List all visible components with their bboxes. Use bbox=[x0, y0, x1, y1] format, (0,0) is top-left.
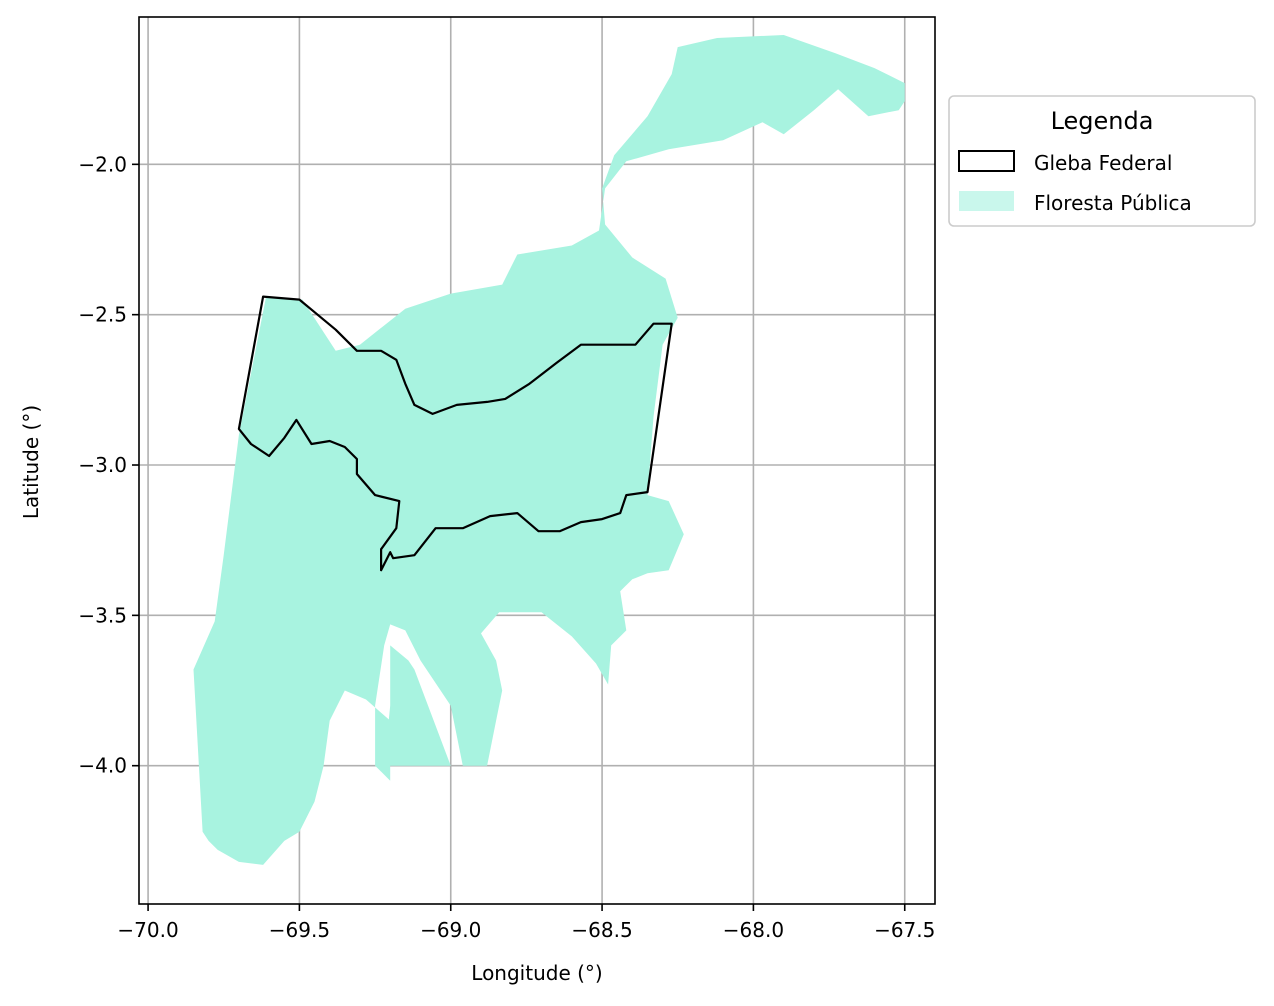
legend-swatch-gleba-federal bbox=[958, 150, 1015, 172]
gleba-federal-boundary-0 bbox=[237, 295, 673, 572]
axis-ticks: −70.0 −69.5 −69.0 −68.5 −68.0 −67.5 −2.0 −2.5 −3… bbox=[78, 152, 935, 942]
y-tick-label-2: −3.0 bbox=[78, 453, 127, 477]
floresta-publica-polygon-1 bbox=[384, 645, 451, 766]
legend-label-floresta-publica: Floresta Pública bbox=[1034, 191, 1192, 215]
y-tick-label-0: −2.0 bbox=[78, 152, 127, 176]
x-tick-label-0: −70.0 bbox=[117, 918, 178, 942]
legend-swatch-floresta-publica bbox=[959, 191, 1014, 211]
x-tick-label-1: −69.5 bbox=[269, 918, 330, 942]
x-tick-label-2: −69.0 bbox=[420, 918, 481, 942]
x-tick-label-4: −68.0 bbox=[723, 918, 784, 942]
legend-label-gleba-federal: Gleba Federal bbox=[1034, 151, 1172, 175]
y-tick-label-3: −3.5 bbox=[78, 603, 127, 627]
x-axis-label: Longitude (°) bbox=[471, 961, 602, 985]
floresta-publica-polygon-0 bbox=[193, 35, 905, 865]
x-tick-label-3: −68.5 bbox=[571, 918, 632, 942]
x-tick-label-5: −67.5 bbox=[874, 918, 935, 942]
map-layers bbox=[193, 35, 905, 865]
legend-frame bbox=[948, 95, 1256, 227]
legend-title: Legenda bbox=[1051, 107, 1154, 135]
y-axis-label: Latitude (°) bbox=[19, 405, 43, 519]
y-tick-label-1: −2.5 bbox=[78, 303, 127, 327]
y-tick-label-4: −4.0 bbox=[78, 754, 127, 778]
plot-frame bbox=[138, 16, 936, 905]
layer-floresta-publica bbox=[193, 35, 905, 865]
layer-gleba-federal bbox=[237, 295, 673, 572]
legend: Legenda Gleba Federal Floresta Pública bbox=[948, 95, 1256, 227]
